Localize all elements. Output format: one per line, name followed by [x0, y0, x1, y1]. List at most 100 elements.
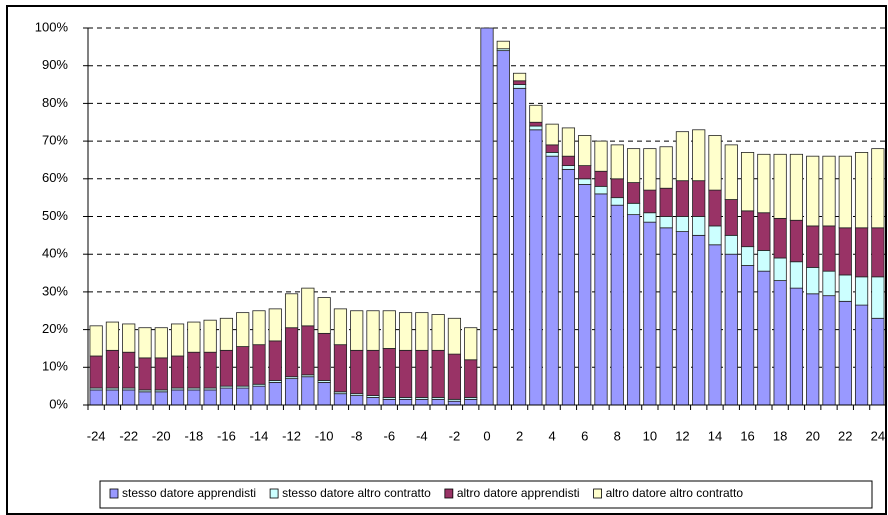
bar-segment	[545, 144, 559, 153]
y-tick-label: 30%	[42, 283, 68, 298]
bar-segment	[317, 332, 331, 381]
bar-segment	[105, 389, 120, 406]
bar-segment	[122, 389, 136, 406]
bar-segment	[561, 155, 576, 167]
bar-segment	[268, 308, 282, 342]
bar-segment	[610, 144, 624, 180]
bar-segment	[203, 389, 217, 406]
bar-segment	[659, 187, 673, 217]
bar-segment	[675, 216, 690, 232]
x-tick-label: -12	[282, 428, 301, 443]
y-tick-label: 80%	[42, 95, 68, 110]
bar-segment	[626, 182, 641, 204]
legend: stesso datore apprendisti stesso datore a…	[109, 486, 743, 500]
bar-segment	[398, 349, 413, 398]
legend-frame	[99, 480, 873, 509]
bar-segment	[268, 381, 282, 406]
bar-segment	[757, 270, 771, 406]
y-tick-label: 90%	[42, 57, 68, 72]
x-tick-label: -10	[315, 428, 334, 443]
bar-segment	[170, 355, 185, 389]
bar-segment	[773, 153, 787, 219]
bar-segment	[545, 123, 559, 146]
bar-segment	[773, 217, 787, 259]
bar-segment	[154, 327, 168, 359]
bar-segment	[724, 199, 738, 236]
bar-segment	[203, 319, 217, 353]
bar-segment	[659, 146, 673, 189]
legend-swatch	[269, 488, 279, 499]
bar-segment	[822, 225, 836, 272]
bar-segment	[333, 344, 348, 393]
bar-segment	[610, 178, 624, 199]
bar-segment	[203, 351, 217, 389]
bar-segment	[578, 165, 592, 180]
bar-segment	[838, 227, 852, 276]
bar-segment	[219, 387, 234, 406]
bar-segment	[757, 250, 771, 272]
bar-segment	[806, 293, 820, 406]
bar-segment	[822, 155, 836, 227]
bar-segment	[545, 155, 559, 406]
bar-segment	[529, 125, 543, 131]
bar-segment	[822, 295, 836, 406]
bar-segment	[170, 389, 185, 406]
bar-segment	[561, 165, 576, 170]
bar-segment	[301, 376, 315, 406]
bar-segment	[398, 312, 413, 351]
x-tick-label: 24	[871, 428, 885, 443]
bar-segment	[740, 210, 755, 248]
bar-segment	[236, 387, 250, 406]
x-tick-label: 4	[549, 428, 556, 443]
bar-segment	[789, 153, 804, 221]
bar-segment	[154, 357, 168, 391]
x-tick-label: 2	[516, 428, 523, 443]
bar-segment	[594, 170, 608, 187]
bar-segment	[252, 310, 266, 346]
x-tick-label: 18	[773, 428, 787, 443]
bar-segment	[398, 398, 413, 406]
bar-segment	[659, 227, 673, 406]
bar-segment	[187, 321, 201, 353]
x-tick-label: -6	[384, 428, 396, 443]
bar-segment	[708, 189, 722, 227]
bar-segment	[219, 317, 234, 351]
bar-segment	[431, 398, 445, 406]
bar-segment	[871, 276, 885, 319]
bar-segment	[382, 398, 396, 406]
bar-segment	[545, 152, 559, 157]
bar-segment	[578, 135, 592, 167]
y-tick-label: 60%	[42, 170, 68, 185]
bar-segment	[138, 391, 152, 406]
legend-label: stesso datore altro contratto	[282, 486, 431, 500]
x-tick-label: 10	[643, 428, 657, 443]
bar-segment	[89, 355, 103, 389]
bar-segment	[708, 225, 722, 246]
bar-segment	[740, 246, 755, 266]
x-tick-label: -4	[416, 428, 428, 443]
y-tick-label: 10%	[42, 359, 68, 374]
bar-segment	[724, 144, 738, 200]
bar-segment	[431, 349, 445, 398]
bar-segment	[366, 397, 380, 406]
bar-segment	[512, 72, 527, 82]
bar-segment	[822, 270, 836, 297]
bar-segment	[529, 121, 543, 127]
bar-segment	[512, 84, 527, 89]
bar-segment	[415, 398, 429, 406]
bar-segment	[317, 381, 331, 406]
bar-segment	[610, 197, 624, 206]
x-tick-label: 22	[838, 428, 852, 443]
bar-segment	[268, 340, 282, 381]
bar-segment	[496, 50, 510, 406]
bar-segment	[512, 80, 527, 85]
bar-segment	[626, 148, 641, 183]
y-tick-label: 70%	[42, 133, 68, 148]
x-tick-label: 6	[581, 428, 588, 443]
bar-segment	[350, 349, 364, 395]
bar-segment	[219, 349, 234, 387]
bar-segment	[154, 391, 168, 406]
bar-segment	[806, 225, 820, 268]
bar-segment	[431, 314, 445, 351]
bar-segment	[464, 398, 478, 406]
